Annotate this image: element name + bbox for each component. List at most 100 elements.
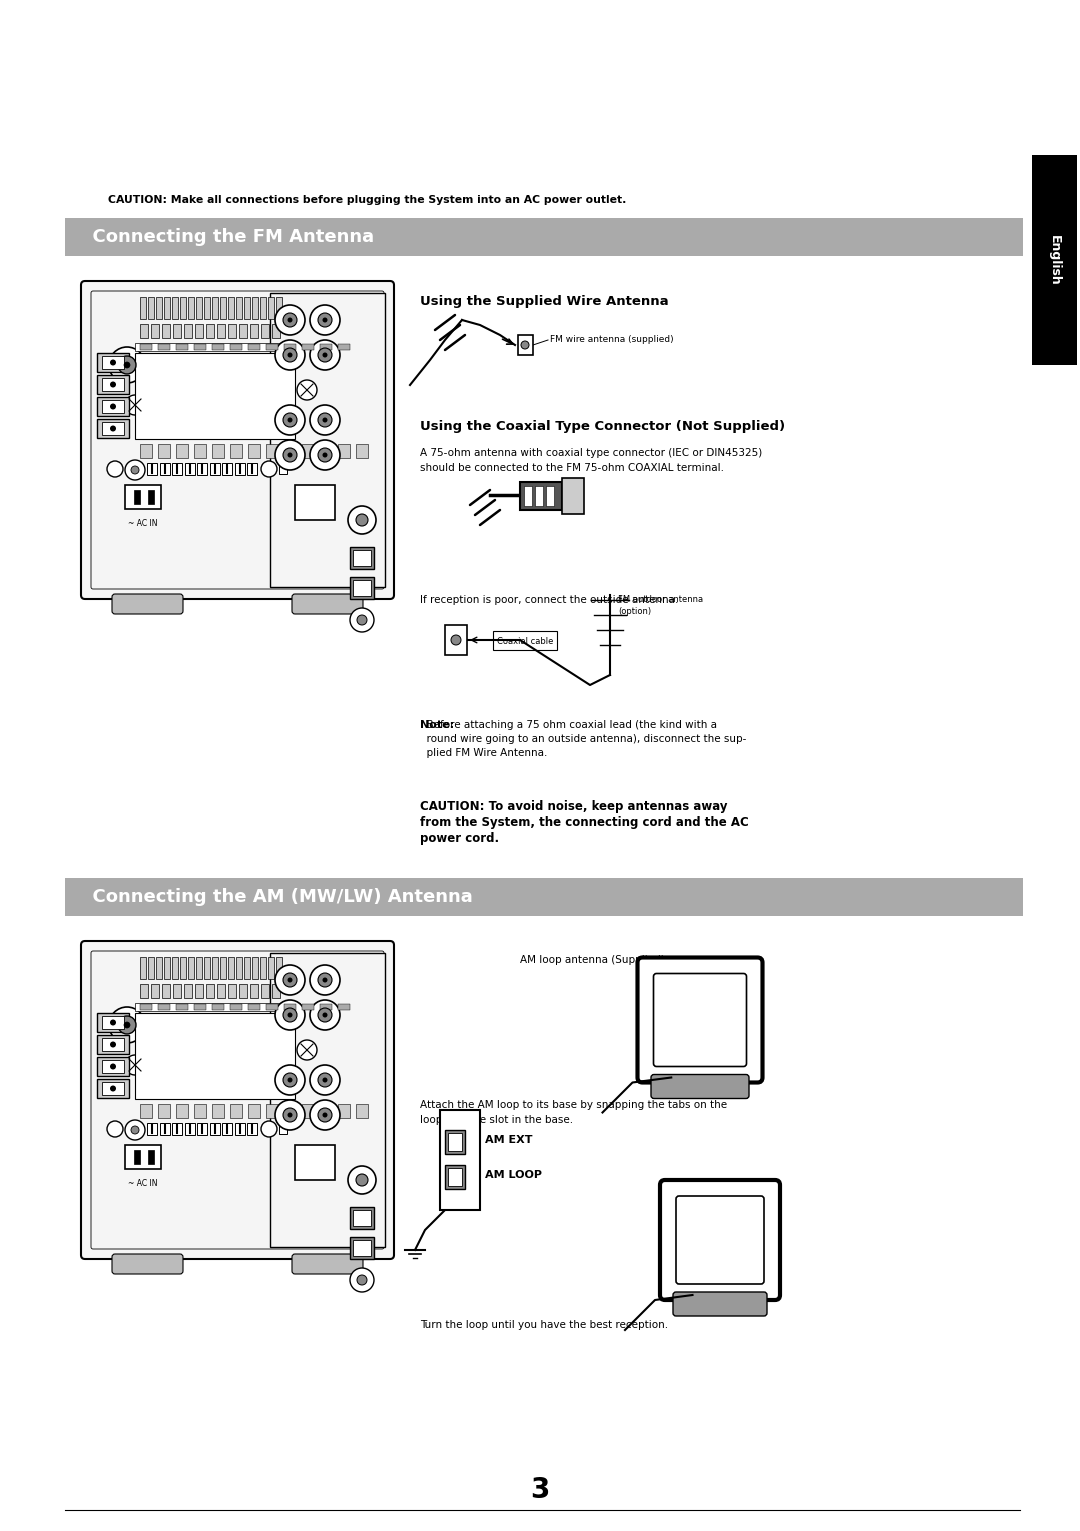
Circle shape [275, 439, 305, 470]
Bar [158, 444, 170, 458]
Bar [356, 444, 368, 458]
Text: 3: 3 [530, 1476, 550, 1503]
FancyBboxPatch shape [292, 1254, 363, 1274]
Bar [284, 444, 296, 458]
Circle shape [323, 1113, 327, 1118]
Bar [249, 325, 258, 338]
Circle shape [310, 1099, 340, 1130]
Circle shape [323, 977, 327, 983]
Bar [194, 344, 206, 351]
Circle shape [261, 1121, 276, 1138]
Bar [97, 1056, 129, 1076]
Bar [320, 1104, 332, 1118]
Circle shape [310, 406, 340, 435]
Bar [140, 1004, 152, 1010]
Bar [206, 325, 214, 338]
Bar [302, 1004, 314, 1010]
Bar [248, 1104, 260, 1118]
Circle shape [283, 1007, 297, 1023]
Bar [210, 1124, 219, 1134]
Bar [268, 957, 274, 978]
FancyBboxPatch shape [112, 1254, 183, 1274]
Circle shape [323, 418, 327, 423]
Bar [65, 217, 1023, 256]
Circle shape [107, 1121, 123, 1138]
Bar [338, 444, 350, 458]
Bar [230, 1104, 242, 1118]
Bar [197, 462, 207, 475]
Bar [156, 297, 162, 318]
Bar [266, 1104, 278, 1118]
Circle shape [451, 635, 461, 645]
Circle shape [318, 348, 332, 361]
Circle shape [131, 465, 139, 475]
Bar [164, 957, 170, 978]
Bar [97, 1014, 129, 1032]
Bar [302, 344, 314, 351]
Bar [239, 984, 247, 998]
Bar [125, 485, 161, 508]
Bar [176, 344, 188, 351]
Bar [176, 1004, 188, 1010]
Bar [353, 550, 372, 566]
Bar [338, 344, 350, 351]
Bar [195, 297, 202, 318]
Circle shape [275, 1066, 305, 1095]
Bar [212, 1004, 224, 1010]
Bar [148, 957, 154, 978]
Circle shape [350, 608, 374, 632]
Bar [212, 297, 218, 318]
Circle shape [323, 1078, 327, 1082]
Text: Note:: Note: [420, 720, 454, 730]
Bar [185, 1124, 194, 1134]
FancyBboxPatch shape [637, 957, 762, 1082]
Bar [184, 325, 192, 338]
Bar [338, 1104, 350, 1118]
Circle shape [110, 360, 116, 366]
Bar [180, 957, 186, 978]
Bar [195, 984, 203, 998]
Bar [204, 957, 210, 978]
Bar [97, 1079, 129, 1098]
Bar [276, 957, 282, 978]
FancyBboxPatch shape [112, 594, 183, 614]
Circle shape [310, 340, 340, 371]
Bar [65, 877, 1023, 916]
Bar [270, 952, 384, 1248]
Bar [1032, 155, 1077, 364]
Circle shape [318, 1073, 332, 1087]
Bar [247, 462, 257, 475]
Bar [172, 1124, 183, 1134]
Text: ~ AC IN: ~ AC IN [129, 1179, 158, 1188]
Circle shape [318, 1108, 332, 1122]
Bar [164, 297, 170, 318]
Bar [247, 1124, 257, 1134]
Bar [134, 1150, 140, 1164]
FancyBboxPatch shape [653, 974, 746, 1067]
Bar [350, 1237, 374, 1258]
Text: (option): (option) [618, 606, 651, 615]
Text: round wire going to an outside antenna), disconnect the sup-: round wire going to an outside antenna),… [420, 733, 746, 744]
Bar [222, 462, 232, 475]
Bar [228, 984, 237, 998]
Bar [194, 1004, 206, 1010]
Circle shape [521, 341, 529, 349]
Bar [147, 462, 157, 475]
Circle shape [310, 965, 340, 995]
Bar [102, 1038, 124, 1050]
FancyBboxPatch shape [660, 1180, 780, 1300]
Circle shape [323, 453, 327, 458]
Bar [320, 344, 332, 351]
Bar [140, 1104, 152, 1118]
Circle shape [110, 1020, 116, 1026]
Circle shape [118, 1017, 136, 1033]
Bar [148, 297, 154, 318]
Circle shape [310, 1066, 340, 1095]
Bar [135, 1003, 300, 1010]
Circle shape [287, 1078, 293, 1082]
Bar [237, 297, 242, 318]
Bar [176, 1104, 188, 1118]
Circle shape [287, 453, 293, 458]
Circle shape [124, 1023, 130, 1027]
Circle shape [283, 974, 297, 987]
